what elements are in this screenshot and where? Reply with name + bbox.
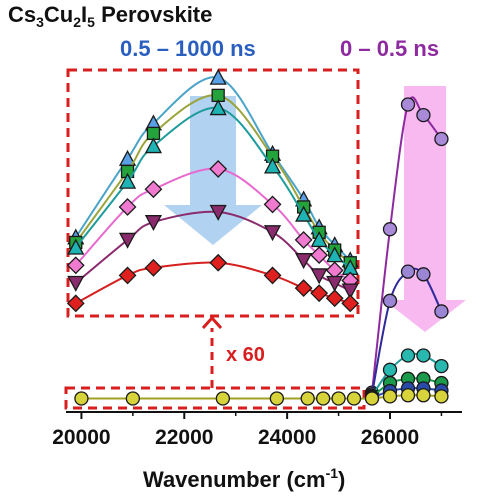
inset-point-3-2 (118, 172, 137, 189)
title-sub-2: 2 (73, 14, 81, 30)
inset-point-1-4 (209, 68, 227, 85)
inset-point-5-4 (209, 204, 227, 221)
main-point-1-2 (382, 222, 398, 237)
main-point-6-7 (331, 391, 346, 406)
inset-point-4-4 (209, 159, 228, 178)
inset-point-6-4 (209, 253, 228, 272)
inset-point-6-8 (325, 289, 344, 308)
main-point-2-4 (416, 267, 431, 282)
main-point-2-3 (400, 264, 416, 279)
inset-series-6 (66, 253, 360, 313)
inset-line-3 (75, 106, 351, 269)
title-sub-5: 5 (87, 14, 95, 30)
main-point-6-5 (300, 391, 315, 406)
inset-point-6-2 (118, 266, 137, 285)
inset-point-5-7 (310, 268, 328, 285)
title-sub-3: 3 (36, 14, 44, 30)
inset-point-3-1 (67, 238, 85, 255)
main-point-6-9 (364, 391, 380, 406)
inset-point-6-9 (341, 294, 360, 313)
inset-dashed-box (66, 68, 360, 318)
x-axis-title-sup: -1 (326, 465, 339, 481)
early-decay-arrow (384, 86, 466, 332)
x-tick-label-4: 26000 (361, 426, 419, 449)
main-point-3-2 (382, 362, 398, 377)
main-point-6-3 (215, 391, 231, 406)
late-range-label: 0.5 – 1000 ns (120, 36, 256, 61)
main-point-2-2 (382, 293, 398, 308)
magnification-arrowhead (201, 315, 223, 330)
inset-series-5 (67, 204, 359, 300)
main-point-6-8 (346, 391, 362, 406)
x-axis-title: Wavenumber (cm-1) (143, 465, 345, 492)
title-part-cu: Cu (44, 2, 73, 27)
inset-point-5-6 (295, 253, 313, 270)
main-point-3-4 (416, 348, 431, 363)
inset-point-4-1 (66, 256, 85, 275)
main-point-2-5 (434, 304, 449, 319)
inset-point-5-5 (263, 225, 282, 242)
inset-point-4-7 (310, 246, 329, 265)
x-axis-title-main: Wavenumber (cm (143, 467, 326, 492)
main-point-6-1 (74, 391, 89, 406)
inset-point-6-1 (66, 294, 85, 313)
main-point-6-2 (125, 391, 141, 406)
inset-point-3-3 (144, 137, 163, 154)
main-point-6-12 (416, 388, 431, 403)
inset-point-5-9 (341, 283, 359, 300)
inset-line-6 (75, 261, 351, 305)
main-point-3-3 (400, 348, 416, 363)
inset-point-3-5 (263, 157, 282, 174)
x-axis: 20000 22000 24000 26000 (52, 411, 462, 449)
x-tick-label-1: 20000 (52, 426, 110, 449)
inset-series-3 (67, 99, 359, 275)
main-series (74, 96, 449, 406)
main-series-6 (74, 388, 449, 406)
main-point-1-3 (400, 97, 416, 112)
x-axis-title-close: ) (338, 467, 345, 492)
main-point-6-11 (400, 388, 416, 403)
main-point-6-10 (382, 389, 398, 404)
inset-series-4 (66, 159, 360, 290)
inset-point-6-7 (310, 284, 329, 303)
main-point-6-13 (434, 389, 449, 404)
inset-series (66, 68, 360, 313)
inset-point-5-1 (67, 275, 85, 292)
inset-point-4-3 (144, 180, 163, 199)
x-tick-label-3: 24000 (258, 426, 316, 449)
x-tick-label-2: 22000 (155, 426, 213, 449)
title-part-cs: Cs (8, 2, 36, 27)
title-part-i: I (81, 2, 87, 27)
main-point-3-5 (434, 358, 449, 374)
chart-title: Cs3Cu2I5 Perovskite (8, 2, 212, 30)
scale-factor-label: x 60 (226, 344, 265, 366)
title-part-rest: Perovskite (95, 2, 212, 27)
inset-point-5-2 (118, 232, 137, 249)
inset-point-4-2 (118, 198, 137, 216)
early-range-label: 0 – 0.5 ns (340, 36, 439, 61)
inset-point-6-5 (263, 266, 282, 285)
inset-point-4-6 (294, 230, 313, 249)
inset-point-5-8 (326, 275, 344, 292)
inset-point-6-3 (144, 258, 163, 277)
main-point-6-6 (315, 391, 331, 406)
inset-point-5-3 (144, 215, 163, 232)
main-point-1-4 (416, 107, 431, 123)
main-point-1-5 (434, 131, 449, 147)
main-point-6-4 (269, 391, 285, 406)
inset-point-3-6 (295, 205, 313, 222)
inset-point-6-6 (294, 279, 313, 298)
inset-point-3-4 (209, 99, 227, 116)
inset-line-1 (74, 76, 351, 261)
inset-point-4-5 (263, 195, 282, 214)
